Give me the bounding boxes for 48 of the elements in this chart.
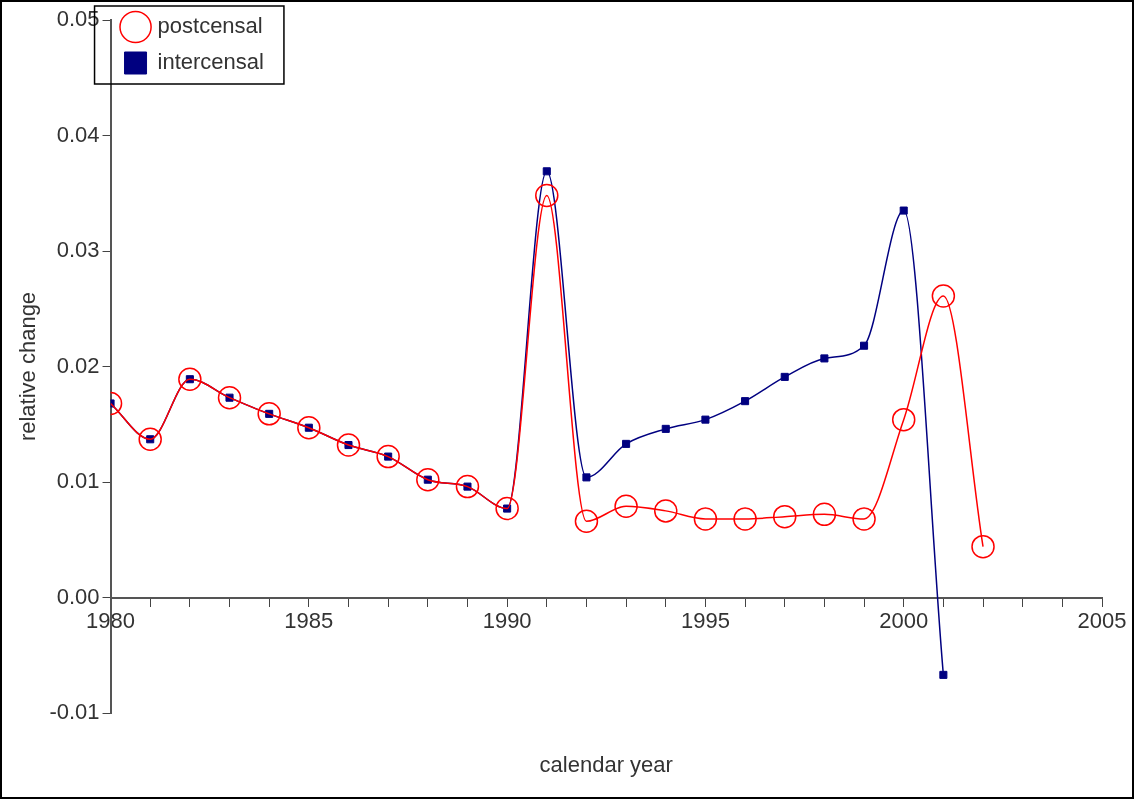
y-tick-label: 0.01: [56, 468, 100, 494]
point: [741, 397, 750, 406]
x-tick-label: 1990: [482, 607, 532, 633]
point: [622, 439, 631, 448]
point: [582, 473, 591, 482]
point: [860, 341, 869, 350]
point: [257, 402, 281, 426]
point: [733, 507, 757, 531]
point: [336, 433, 361, 457]
point: [891, 407, 916, 432]
legend-label: postcensal: [157, 13, 263, 39]
point: [971, 534, 995, 559]
point: [780, 372, 789, 381]
point: [535, 183, 559, 208]
x-tick-label: 2005: [1077, 607, 1127, 633]
y-axis-title: relative change: [15, 291, 41, 442]
x-axis-title: calendar year: [539, 752, 673, 778]
y-tick-label: -0.01: [49, 699, 100, 725]
legend-label: intercensal: [157, 49, 264, 75]
point: [138, 427, 162, 452]
y-tick-label: 0.03: [56, 237, 100, 263]
y-tick-label: 0.00: [56, 583, 100, 609]
x-tick-label: 2000: [879, 607, 929, 633]
point: [297, 415, 321, 440]
point: [852, 507, 876, 531]
point: [654, 499, 678, 523]
point: [820, 354, 829, 363]
point: [693, 507, 718, 531]
point: [812, 502, 837, 527]
y-tick-label: 0.04: [56, 121, 100, 147]
point: [455, 474, 480, 499]
x-tick-label: 1995: [680, 607, 730, 633]
x-tick-label: 1985: [284, 607, 334, 633]
y-tick-label: 0.02: [56, 352, 100, 378]
point: [542, 167, 551, 176]
point: [931, 284, 956, 308]
point: [614, 494, 638, 519]
point: [939, 670, 948, 679]
point: [376, 444, 400, 469]
point: [899, 206, 908, 215]
point: [701, 415, 710, 424]
point: [495, 496, 519, 521]
point: [178, 367, 202, 391]
point: [217, 385, 242, 410]
point: [772, 504, 797, 529]
point: [416, 467, 440, 492]
point: [661, 424, 670, 433]
point: [574, 509, 599, 534]
